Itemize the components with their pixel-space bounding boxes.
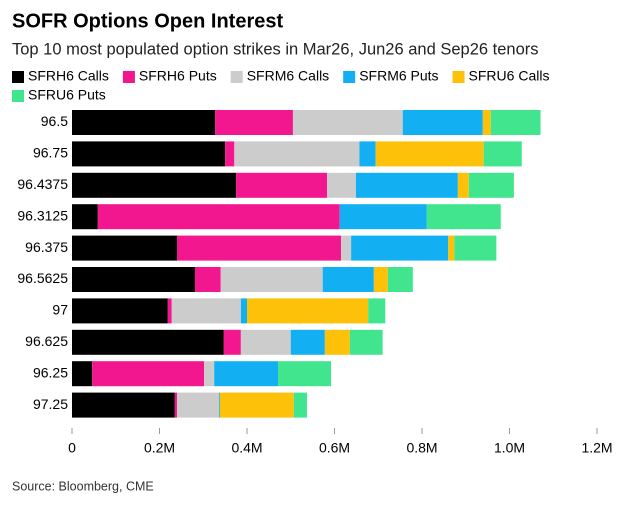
bar-segment: [72, 172, 237, 198]
x-tick-label: 1.2M: [581, 440, 612, 456]
bar-segment: [490, 110, 541, 135]
bar-segment: [341, 235, 352, 261]
legend-label: SFRM6 Puts: [359, 68, 438, 84]
bar-segment: [368, 298, 386, 324]
bar-segment: [426, 204, 501, 230]
bar-segment: [355, 172, 458, 198]
bar-segment: [72, 235, 177, 261]
bar-segment: [351, 235, 449, 261]
bar-segment: [324, 329, 350, 355]
bar-segment: [327, 172, 356, 198]
bar-segment: [236, 172, 328, 198]
y-tick-label: 96.75: [33, 145, 68, 161]
bar-segment: [215, 110, 293, 135]
y-tick-label: 97.25: [33, 396, 68, 412]
x-tick-label: 0.6M: [319, 440, 350, 456]
legend-label: SFRH6 Calls: [28, 68, 109, 84]
bar-segment: [387, 267, 413, 292]
bar-segment: [223, 329, 241, 355]
bar-segment: [292, 110, 403, 135]
bar-segment: [219, 392, 294, 418]
bar-segment: [278, 361, 331, 387]
bar-segment: [322, 267, 374, 292]
legend-swatch: [12, 90, 24, 102]
bar-segment: [482, 110, 491, 135]
bar-segment: [448, 235, 455, 261]
legend-label: SFRU6 Puts: [28, 87, 106, 103]
bar-segment: [219, 392, 220, 418]
bar-segment: [220, 267, 323, 292]
bar-segment: [225, 141, 235, 167]
bar-segment: [194, 267, 221, 292]
y-tick-label: 97: [52, 302, 68, 318]
bar-segment: [468, 172, 514, 198]
bar-segment: [72, 141, 226, 167]
bar-segment: [349, 329, 383, 355]
bar-segment: [72, 361, 93, 387]
bar-segment: [457, 172, 469, 198]
bar-segment: [247, 298, 369, 324]
bar-segment: [373, 267, 388, 292]
y-tick-label: 96.3125: [17, 207, 68, 223]
bar-segment: [290, 329, 325, 355]
bar-segment: [204, 361, 215, 387]
bar-segment: [402, 110, 483, 135]
bar-segment: [97, 204, 340, 230]
bar-segment: [72, 267, 195, 292]
bar-segment: [72, 298, 168, 324]
bar-segment: [234, 141, 360, 167]
bar-segment: [167, 298, 172, 324]
bar-segment: [171, 298, 241, 324]
bar-segment: [375, 141, 484, 167]
bar-segment: [177, 235, 342, 261]
x-tick-label: 0.4M: [231, 440, 262, 456]
bar-segment: [72, 110, 216, 135]
legend-label: SFRM6 Calls: [247, 68, 329, 84]
bar-segment: [359, 141, 376, 167]
legend-swatch: [122, 71, 135, 83]
bar-segment: [483, 141, 522, 167]
legend-swatch: [343, 71, 356, 83]
legend-swatch: [452, 71, 465, 83]
y-tick-label: 96.375: [25, 239, 68, 255]
x-tick-label: 0.8M: [406, 440, 437, 456]
y-tick-label: 96.625: [25, 333, 68, 349]
bar-segment: [454, 235, 497, 261]
bar-segment: [293, 392, 307, 418]
bar-segment: [214, 361, 279, 387]
y-tick-label: 96.25: [33, 364, 68, 380]
bar-segment: [339, 204, 427, 230]
legend-swatch: [230, 71, 243, 83]
source: Source: Bloomberg, CME: [12, 479, 154, 493]
legend-label: SFRH6 Puts: [139, 68, 217, 84]
legend-swatch: [12, 71, 24, 83]
bar-segment: [240, 298, 247, 324]
y-tick-label: 96.5625: [17, 270, 68, 286]
bar-segment: [72, 329, 224, 355]
chart-subtitle: Top 10 most populated option strikes in …: [12, 40, 539, 58]
bar-segment: [240, 329, 291, 355]
x-tick-label: 0.2M: [144, 440, 175, 456]
bar-segment: [72, 204, 98, 230]
x-tick-label: 1.0M: [494, 440, 525, 456]
y-tick-label: 96.5: [41, 113, 68, 129]
legend-label: SFRU6 Calls: [469, 68, 550, 84]
bar-segment: [177, 392, 219, 418]
y-tick-label: 96.4375: [17, 176, 68, 192]
chart-title: SOFR Options Open Interest: [12, 10, 283, 32]
x-tick-label: 0: [68, 440, 76, 456]
bar-segment: [92, 361, 205, 387]
bar-segment: [174, 392, 177, 418]
bar-segment: [72, 392, 175, 418]
